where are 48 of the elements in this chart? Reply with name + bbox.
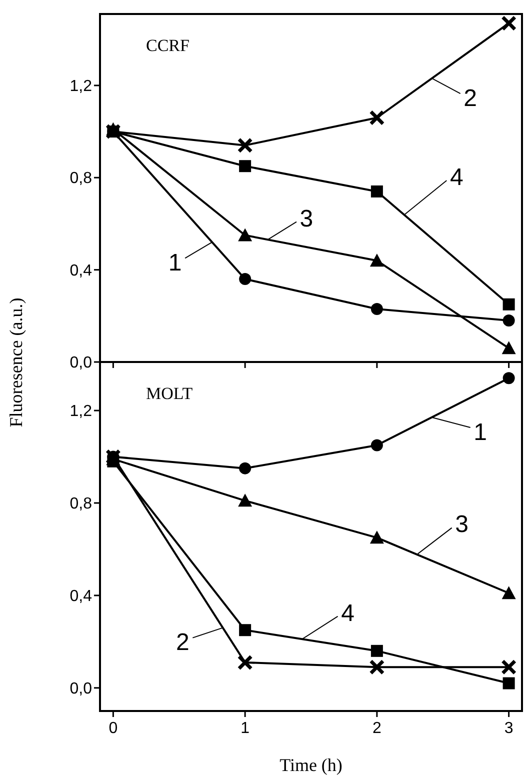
point <box>369 659 385 675</box>
point <box>502 372 515 384</box>
annotation: 3 <box>300 205 314 232</box>
point <box>502 298 515 310</box>
point <box>502 314 515 327</box>
y-tick-label: 0,8 <box>70 170 92 188</box>
point <box>238 228 252 242</box>
point <box>370 254 384 267</box>
point <box>239 273 252 286</box>
x-tick-label: 1 <box>240 720 250 737</box>
point <box>502 677 515 690</box>
y-tick-label: 0,4 <box>70 588 92 606</box>
point <box>238 494 252 507</box>
point <box>370 644 383 657</box>
y-tick-label: 0,4 <box>70 262 92 280</box>
annotation: 1 <box>474 418 488 446</box>
point <box>370 302 383 315</box>
annotation: 1 <box>168 250 182 277</box>
y-axis-title: Fluoresence (a.u.) <box>6 298 26 428</box>
point <box>239 160 252 172</box>
x-tick-label: 0 <box>108 720 118 737</box>
y-tick-label: 0,0 <box>70 354 92 372</box>
point <box>502 341 516 354</box>
y-tick-label: 0,0 <box>70 680 92 698</box>
y-tick-label: 1,2 <box>70 403 92 420</box>
point <box>501 659 517 675</box>
point <box>502 586 516 600</box>
point <box>369 110 385 126</box>
point <box>237 654 253 670</box>
text: CCRF <box>146 36 190 55</box>
text: MOLT <box>146 384 194 403</box>
point <box>237 138 253 154</box>
y-tick-label: 0,8 <box>70 496 92 513</box>
point <box>239 624 252 636</box>
x-tick-label: 3 <box>504 720 514 737</box>
x-axis-title: Time (h) <box>280 755 342 775</box>
point <box>501 15 517 31</box>
y-tick-label: 1,2 <box>70 78 92 96</box>
point <box>370 185 383 198</box>
annotation: 4 <box>341 600 354 627</box>
point <box>239 462 252 474</box>
annotation: 2 <box>464 84 478 112</box>
annotation: 2 <box>176 629 190 656</box>
annotation: 4 <box>450 164 464 191</box>
annotation: 3 <box>455 511 468 538</box>
point <box>370 530 384 544</box>
point <box>370 439 383 452</box>
x-tick-label: 2 <box>372 720 382 737</box>
